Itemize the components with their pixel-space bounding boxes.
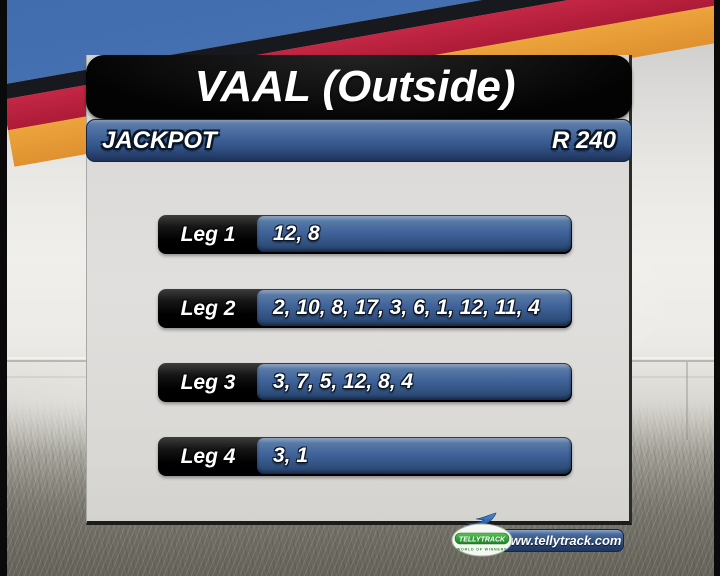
leg-label: Leg 3: [180, 370, 236, 394]
leg-numbers-bar: 3, 1: [257, 438, 571, 474]
jackpot-bar: JACKPOT R 240: [86, 119, 632, 162]
leg-row: Leg 1 12, 8: [158, 215, 572, 254]
leg-label: Leg 2: [180, 296, 236, 320]
tv-border-right: [714, 0, 720, 576]
tv-border-left: [0, 0, 7, 576]
leg-numbers: 3, 1: [273, 444, 309, 467]
logo-green-band: [454, 532, 510, 545]
leg-row: Leg 2 2, 10, 8, 17, 3, 6, 1, 12, 11, 4: [158, 289, 572, 328]
leg-numbers: 3, 7, 5, 12, 8, 4: [273, 370, 414, 393]
leg-row: Leg 3 3, 7, 5, 12, 8, 4: [158, 363, 572, 402]
leg-numbers-bar: 12, 8: [257, 216, 571, 252]
logo-name: TELLYTRACK: [459, 537, 506, 544]
leg-numbers-bar: 3, 7, 5, 12, 8, 4: [257, 364, 571, 400]
leg-numbers: 12, 8: [273, 222, 320, 245]
jackpot-panel: VAAL (Outside) JACKPOT R 240 Leg 1 12, 8…: [86, 55, 632, 525]
tellytrack-bird-icon: [465, 512, 497, 526]
leg-label: Leg 4: [180, 444, 236, 468]
leg-row: Leg 4 3, 1: [158, 437, 572, 476]
website-bar: www.tellytrack.com: [498, 529, 624, 552]
tellytrack-logo: TELLYTRACK WORLD OF WINNERS: [451, 512, 513, 557]
website-url: www.tellytrack.com: [500, 533, 622, 548]
jackpot-amount: R 240: [551, 126, 616, 154]
leg-numbers: 2, 10, 8, 17, 3, 6, 1, 12, 11, 4: [273, 296, 540, 319]
broadcaster-footer: www.tellytrack.com TELLYTRACK WORLD OF W…: [450, 508, 632, 564]
logo-tagline: WORLD OF WINNERS: [457, 548, 507, 552]
page-title: VAAL (Outside): [194, 62, 516, 111]
race-title-bar: VAAL (Outside): [86, 55, 632, 119]
leg-label: Leg 1: [180, 222, 236, 246]
leg-numbers-bar: 2, 10, 8, 17, 3, 6, 1, 12, 11, 4: [257, 290, 571, 326]
jackpot-label: JACKPOT: [102, 126, 217, 154]
